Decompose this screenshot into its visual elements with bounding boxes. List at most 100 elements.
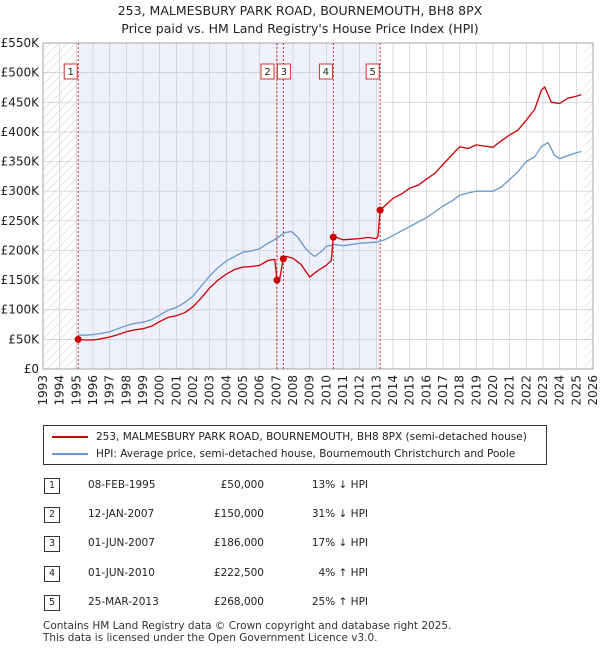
sale-hpi-diff: 31% ↓ HPI — [311, 508, 368, 520]
y-tick-label: £200K — [1, 243, 41, 257]
x-tick-label: 2025 — [569, 375, 583, 406]
x-tick-label: 1995 — [69, 375, 83, 406]
sale-price: £50,000 — [220, 479, 264, 491]
x-tick-label: 2004 — [219, 375, 233, 406]
sale-number-badge: 3 — [44, 536, 60, 552]
x-tick-label: 2000 — [153, 375, 167, 406]
x-tick-label: 2006 — [253, 375, 267, 406]
x-tick-label: 2001 — [169, 375, 183, 406]
x-tick-label: 2016 — [419, 375, 433, 406]
sale-date: 01-JUN-2007 — [88, 537, 155, 549]
price-chart: £0 £50K £100K £150K £200K £250K £300K £350K £400… — [1, 36, 600, 406]
x-tick-label: 2009 — [303, 375, 317, 406]
sale-point — [273, 276, 281, 284]
x-tick-label: 2010 — [319, 375, 333, 406]
sale-number-badge: 1 — [44, 478, 60, 494]
sale-hpi-diff: 17% ↓ HPI — [311, 537, 368, 549]
chart-title: 253, MALMESBURY PARK ROAD, BOURNEMOUTH, … — [117, 3, 483, 18]
sale-point — [329, 233, 337, 241]
x-tick-label: 1999 — [136, 375, 150, 406]
hatched-region-end — [584, 43, 593, 369]
x-tick-label: 2011 — [336, 375, 350, 406]
footer-copyright: Contains HM Land Registry data © Crown c… — [43, 620, 452, 632]
table-row: 4 01-JUN-2010 £222,500 4% ↑ HPI — [0, 563, 600, 585]
x-tick-label: 2003 — [203, 375, 217, 406]
sale-hpi-diff: 4% ↑ HPI — [318, 567, 368, 579]
sale-period-band — [78, 43, 381, 369]
sale-marker-box — [365, 63, 380, 80]
x-tick-label: 1996 — [86, 375, 100, 406]
x-tick-label: 2018 — [453, 375, 467, 406]
y-tick-label: £0 — [24, 362, 39, 376]
sale-marker-label: 3 — [281, 67, 287, 78]
chart-subtitle: Price paid vs. HM Land Registry's House … — [121, 21, 479, 36]
sale-number-badge: 4 — [44, 566, 60, 582]
x-tick-label: 2017 — [436, 375, 450, 406]
x-tick-label: 2020 — [486, 375, 500, 406]
sale-price: £222,500 — [213, 567, 264, 579]
sale-hpi-diff: 25% ↑ HPI — [311, 596, 368, 608]
sale-point — [376, 206, 384, 214]
table-row: 5 25-MAR-2013 £268,000 25% ↑ HPI — [0, 592, 600, 614]
x-tick-label: 1994 — [53, 375, 67, 406]
legend: 253, MALMESBURY PARK ROAD, BOURNEMOUTH, … — [43, 425, 547, 465]
sale-marker-box — [260, 63, 275, 80]
x-tick-label: 2014 — [386, 375, 400, 406]
sale-date: 08-FEB-1995 — [88, 479, 156, 491]
footer: Contains HM Land Registry data © Crown c… — [43, 620, 451, 644]
sale-price: £268,000 — [213, 596, 264, 608]
x-tick-label: 2013 — [369, 375, 383, 406]
legend-label-price: 253, MALMESBURY PARK ROAD, BOURNEMOUTH, … — [96, 431, 527, 443]
x-tick-label: 2002 — [186, 375, 200, 406]
table-row: 3 01-JUN-2007 £186,000 17% ↓ HPI — [0, 533, 600, 555]
x-tick-label: 2012 — [353, 375, 367, 406]
x-tick-label: 2019 — [469, 375, 483, 406]
y-tick-label: £450K — [1, 95, 41, 109]
plot-frame — [42, 42, 594, 370]
x-tick-label: 2024 — [553, 375, 567, 406]
sale-marker-box — [63, 63, 78, 80]
y-tick-label: £500K — [1, 66, 41, 80]
table-row: 1 08-FEB-1995 £50,000 13% ↓ HPI — [0, 475, 600, 497]
sale-date: 25-MAR-2013 — [88, 596, 159, 608]
sale-number-badge: 5 — [44, 595, 60, 611]
sale-price: £186,000 — [213, 537, 264, 549]
sale-price: £150,000 — [213, 508, 264, 520]
x-tick-label: 1997 — [103, 375, 117, 406]
sale-point — [74, 335, 82, 343]
y-tick-label: £150K — [1, 273, 41, 287]
x-tick-label: 1998 — [119, 375, 133, 406]
y-tick-label: £550K — [1, 36, 41, 50]
sale-number-badge: 2 — [44, 507, 60, 523]
y-tick-label: £350K — [1, 155, 41, 169]
legend-item-hpi: HPI: Average price, semi-detached house,… — [52, 446, 515, 462]
y-tick-label: £400K — [1, 125, 41, 139]
sale-marker-label: 5 — [369, 67, 375, 78]
y-tick-label: £250K — [1, 214, 41, 228]
x-tick-label: 2005 — [236, 375, 250, 406]
legend-label-hpi: HPI: Average price, semi-detached house,… — [96, 448, 516, 460]
sale-date: 12-JAN-2007 — [88, 508, 155, 520]
x-tick-label: 2023 — [536, 375, 550, 406]
sale-marker-box — [318, 63, 333, 80]
x-tick-label: 1993 — [36, 375, 50, 406]
y-tick-label: £50K — [8, 332, 40, 346]
sale-point — [279, 255, 287, 263]
sale-marker-label: 4 — [323, 67, 329, 78]
table-row: 2 12-JAN-2007 £150,000 31% ↓ HPI — [0, 504, 600, 526]
legend-item-price: 253, MALMESBURY PARK ROAD, BOURNEMOUTH, … — [52, 429, 527, 445]
sale-date: 01-JUN-2010 — [88, 567, 155, 579]
footer-licence: This data is licensed under the Open Gov… — [43, 632, 378, 644]
x-tick-label: 2007 — [269, 375, 283, 406]
x-tick-label: 2026 — [586, 375, 600, 406]
hpi-line — [78, 141, 582, 336]
y-tick-label: £100K — [1, 303, 41, 317]
sale-marker-label: 1 — [67, 67, 73, 78]
sale-hpi-diff: 13% ↓ HPI — [311, 479, 368, 491]
legend-swatch-hpi — [52, 453, 88, 455]
x-tick-label: 2008 — [286, 375, 300, 406]
x-tick-label: 2022 — [519, 375, 533, 406]
price-paid-line — [77, 86, 582, 341]
sale-marker-label: 2 — [264, 67, 270, 78]
y-tick-label: £300K — [1, 184, 41, 198]
